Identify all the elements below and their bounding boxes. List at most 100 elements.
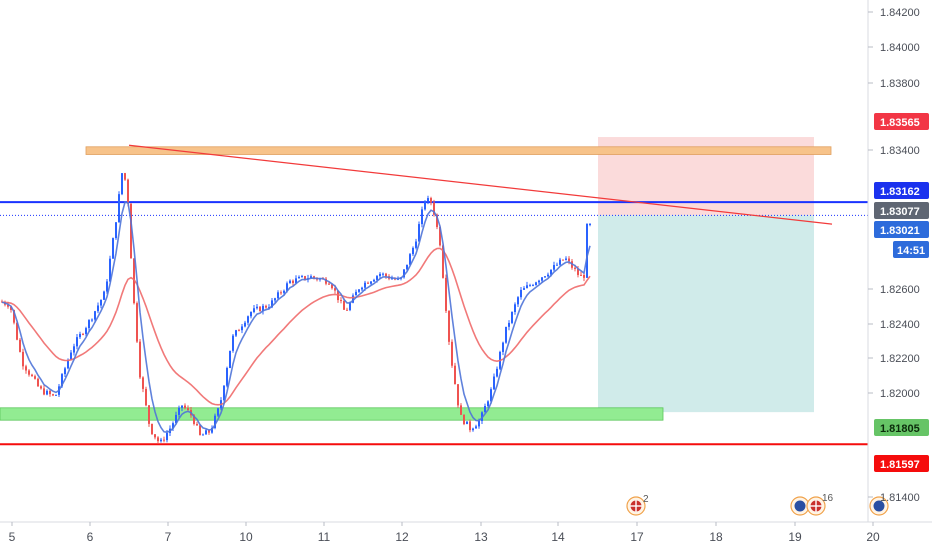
slow-moving-average-line <box>1 247 591 406</box>
candle-body <box>340 300 342 302</box>
candle-body <box>124 173 126 180</box>
candle-body <box>199 425 201 435</box>
candle-body <box>1 301 3 303</box>
candle-body <box>193 415 195 424</box>
candle-body <box>448 310 450 342</box>
candle-body <box>55 394 57 396</box>
zones-layer <box>0 137 832 421</box>
time-axis[interactable]: 5 6 7 10 11 12 13 14 17 18 19 20 <box>9 522 880 544</box>
candle-body <box>73 346 75 353</box>
candle-body <box>346 309 348 311</box>
candle-body <box>406 264 408 270</box>
candle-body <box>109 258 111 282</box>
candle-body <box>445 277 447 311</box>
candle-body <box>229 350 231 368</box>
y-tick-label: 1.82400 <box>880 319 920 331</box>
candle-body <box>40 386 42 389</box>
candle-body <box>517 297 519 305</box>
candle-body <box>475 426 477 429</box>
candle-body <box>148 405 150 424</box>
candle-body <box>268 307 270 309</box>
candle-body <box>10 306 12 310</box>
x-tick-label: 12 <box>395 530 409 544</box>
candle-body <box>238 330 240 332</box>
y-tick-label: 1.84000 <box>880 42 920 54</box>
candle-body <box>172 423 174 429</box>
candle-body <box>136 303 138 342</box>
candle-body <box>292 280 294 284</box>
candle-body <box>208 430 210 433</box>
x-tick-label: 10 <box>239 530 253 544</box>
candle-body <box>247 316 249 323</box>
candle-body <box>175 414 177 424</box>
candle-body <box>13 309 15 323</box>
candle-body <box>343 300 345 310</box>
candle-body <box>328 283 330 285</box>
candle-body <box>217 408 219 416</box>
event-count-label: 16 <box>822 493 834 504</box>
candle-body <box>559 259 561 265</box>
event-flag-icon[interactable]: 2 <box>626 494 649 516</box>
descending-trendline[interactable] <box>128 144 833 225</box>
candle-body <box>142 377 144 389</box>
candle-body <box>52 394 54 396</box>
price-labels-layer: 1.83565 1.83162 1.83077 1.83021 14:51 1.… <box>874 113 929 472</box>
candle-body <box>85 328 87 334</box>
candle-body <box>514 304 516 312</box>
event-flag-icon[interactable]: 16 <box>790 493 834 516</box>
candle-body <box>391 278 393 280</box>
candle-body <box>37 378 39 387</box>
candle-body <box>256 306 258 309</box>
candle-body <box>349 302 351 311</box>
candle-body <box>277 292 279 299</box>
candle-body <box>61 374 63 387</box>
candle-body <box>367 282 369 284</box>
candle-body <box>226 367 228 386</box>
support-zone[interactable] <box>0 407 664 421</box>
candle-body <box>553 265 555 270</box>
candle-body <box>520 289 522 298</box>
candle-body <box>487 401 489 407</box>
x-tick-label: 11 <box>318 530 331 544</box>
candle-body <box>259 306 261 312</box>
candle-body <box>295 278 297 284</box>
candle-body <box>244 322 246 327</box>
candle-body <box>289 280 291 284</box>
last-price-text: 1.83021 <box>880 225 920 237</box>
candle-body <box>301 276 303 278</box>
candle-body <box>352 295 354 303</box>
candle-body <box>121 173 123 195</box>
candle-body <box>214 415 216 428</box>
candle-body <box>466 421 468 425</box>
candle-body <box>130 203 132 259</box>
support-price-text: 1.81805 <box>880 423 920 435</box>
support-low-price-text: 1.81597 <box>880 459 920 471</box>
candle-body <box>223 385 225 401</box>
events-layer: 2 16 <box>626 493 889 516</box>
candle-body <box>262 305 264 312</box>
candle-body <box>373 279 375 282</box>
countdown-label: 14:51 <box>893 241 929 258</box>
candle-body <box>313 276 315 278</box>
y-tick-label: 1.83400 <box>880 145 920 157</box>
candle-body <box>331 284 333 289</box>
candle-body <box>535 282 537 286</box>
resistance-zone[interactable] <box>85 146 832 155</box>
candle-body <box>577 268 579 275</box>
x-tick-label: 18 <box>709 530 723 544</box>
event-flag-icon[interactable] <box>869 496 889 516</box>
candle-body <box>547 274 549 277</box>
take-profit-zone[interactable] <box>598 215 814 413</box>
y-tick-label: 1.82200 <box>880 353 920 365</box>
candle-body <box>127 179 129 204</box>
candle-body <box>25 366 27 371</box>
candle-body <box>427 198 429 202</box>
candle-body <box>379 273 381 277</box>
candle-body <box>97 305 99 312</box>
candle-body <box>43 388 45 395</box>
price-axis[interactable]: 1.84200 1.84000 1.83800 1.83400 1.82600 1.824… <box>868 7 920 504</box>
candle-body <box>274 298 276 301</box>
candle-body <box>76 337 78 347</box>
candle-body <box>235 330 237 336</box>
